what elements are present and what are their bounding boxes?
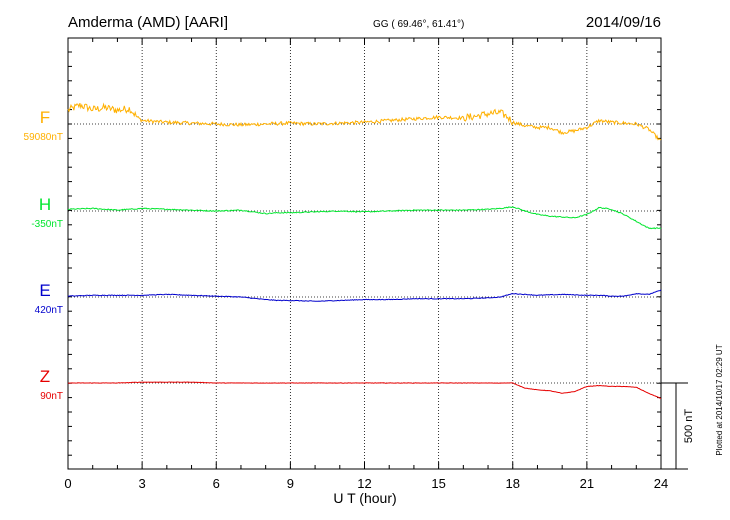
series-baseline-F: 59080nT xyxy=(24,132,63,143)
scale-bar: 500 nT xyxy=(661,382,695,470)
series-line-F xyxy=(67,102,662,141)
x-axis-label: U T (hour) xyxy=(333,490,396,506)
grid-lines xyxy=(141,38,588,469)
series-name-E: E xyxy=(39,281,50,300)
series-baseline-H: -350nT xyxy=(31,219,63,230)
series-name-Z: Z xyxy=(40,367,50,386)
x-tick-label: 6 xyxy=(213,476,220,491)
x-tick-label: 12 xyxy=(357,476,371,491)
series-name-H: H xyxy=(39,195,51,214)
x-tick-label: 9 xyxy=(287,476,294,491)
series-labels: F 59080nT H -350nT E 420nT Z 90nT xyxy=(24,108,63,402)
scale-bar-label: 500 nT xyxy=(683,409,695,444)
x-tick-label: 3 xyxy=(139,476,146,491)
series-line-H xyxy=(67,206,662,230)
station-title: Amderma (AMD) [AARI] xyxy=(68,14,228,31)
plotted-at-label: Plotted at 2014/10/17 02:29 UT xyxy=(715,344,724,455)
x-tick-label: 21 xyxy=(580,476,594,491)
series-line-E xyxy=(67,289,662,302)
x-tick-label: 15 xyxy=(431,476,445,491)
series-group xyxy=(67,102,662,400)
series-baseline-Z: 90nT xyxy=(40,391,63,402)
x-tick-label: 0 xyxy=(64,476,71,491)
x-tick-label: 24 xyxy=(654,476,668,491)
axis-ticks: 0 3 6 9 12 15 18 21 24 xyxy=(64,38,668,491)
x-tick-label: 18 xyxy=(506,476,520,491)
series-baseline-E: 420nT xyxy=(35,305,63,316)
series-name-F: F xyxy=(40,108,50,127)
date-label: 2014/09/16 xyxy=(586,14,661,31)
series-line-Z xyxy=(67,381,662,400)
station-coords: GG ( 69.46°, 61.41°) xyxy=(373,19,464,30)
